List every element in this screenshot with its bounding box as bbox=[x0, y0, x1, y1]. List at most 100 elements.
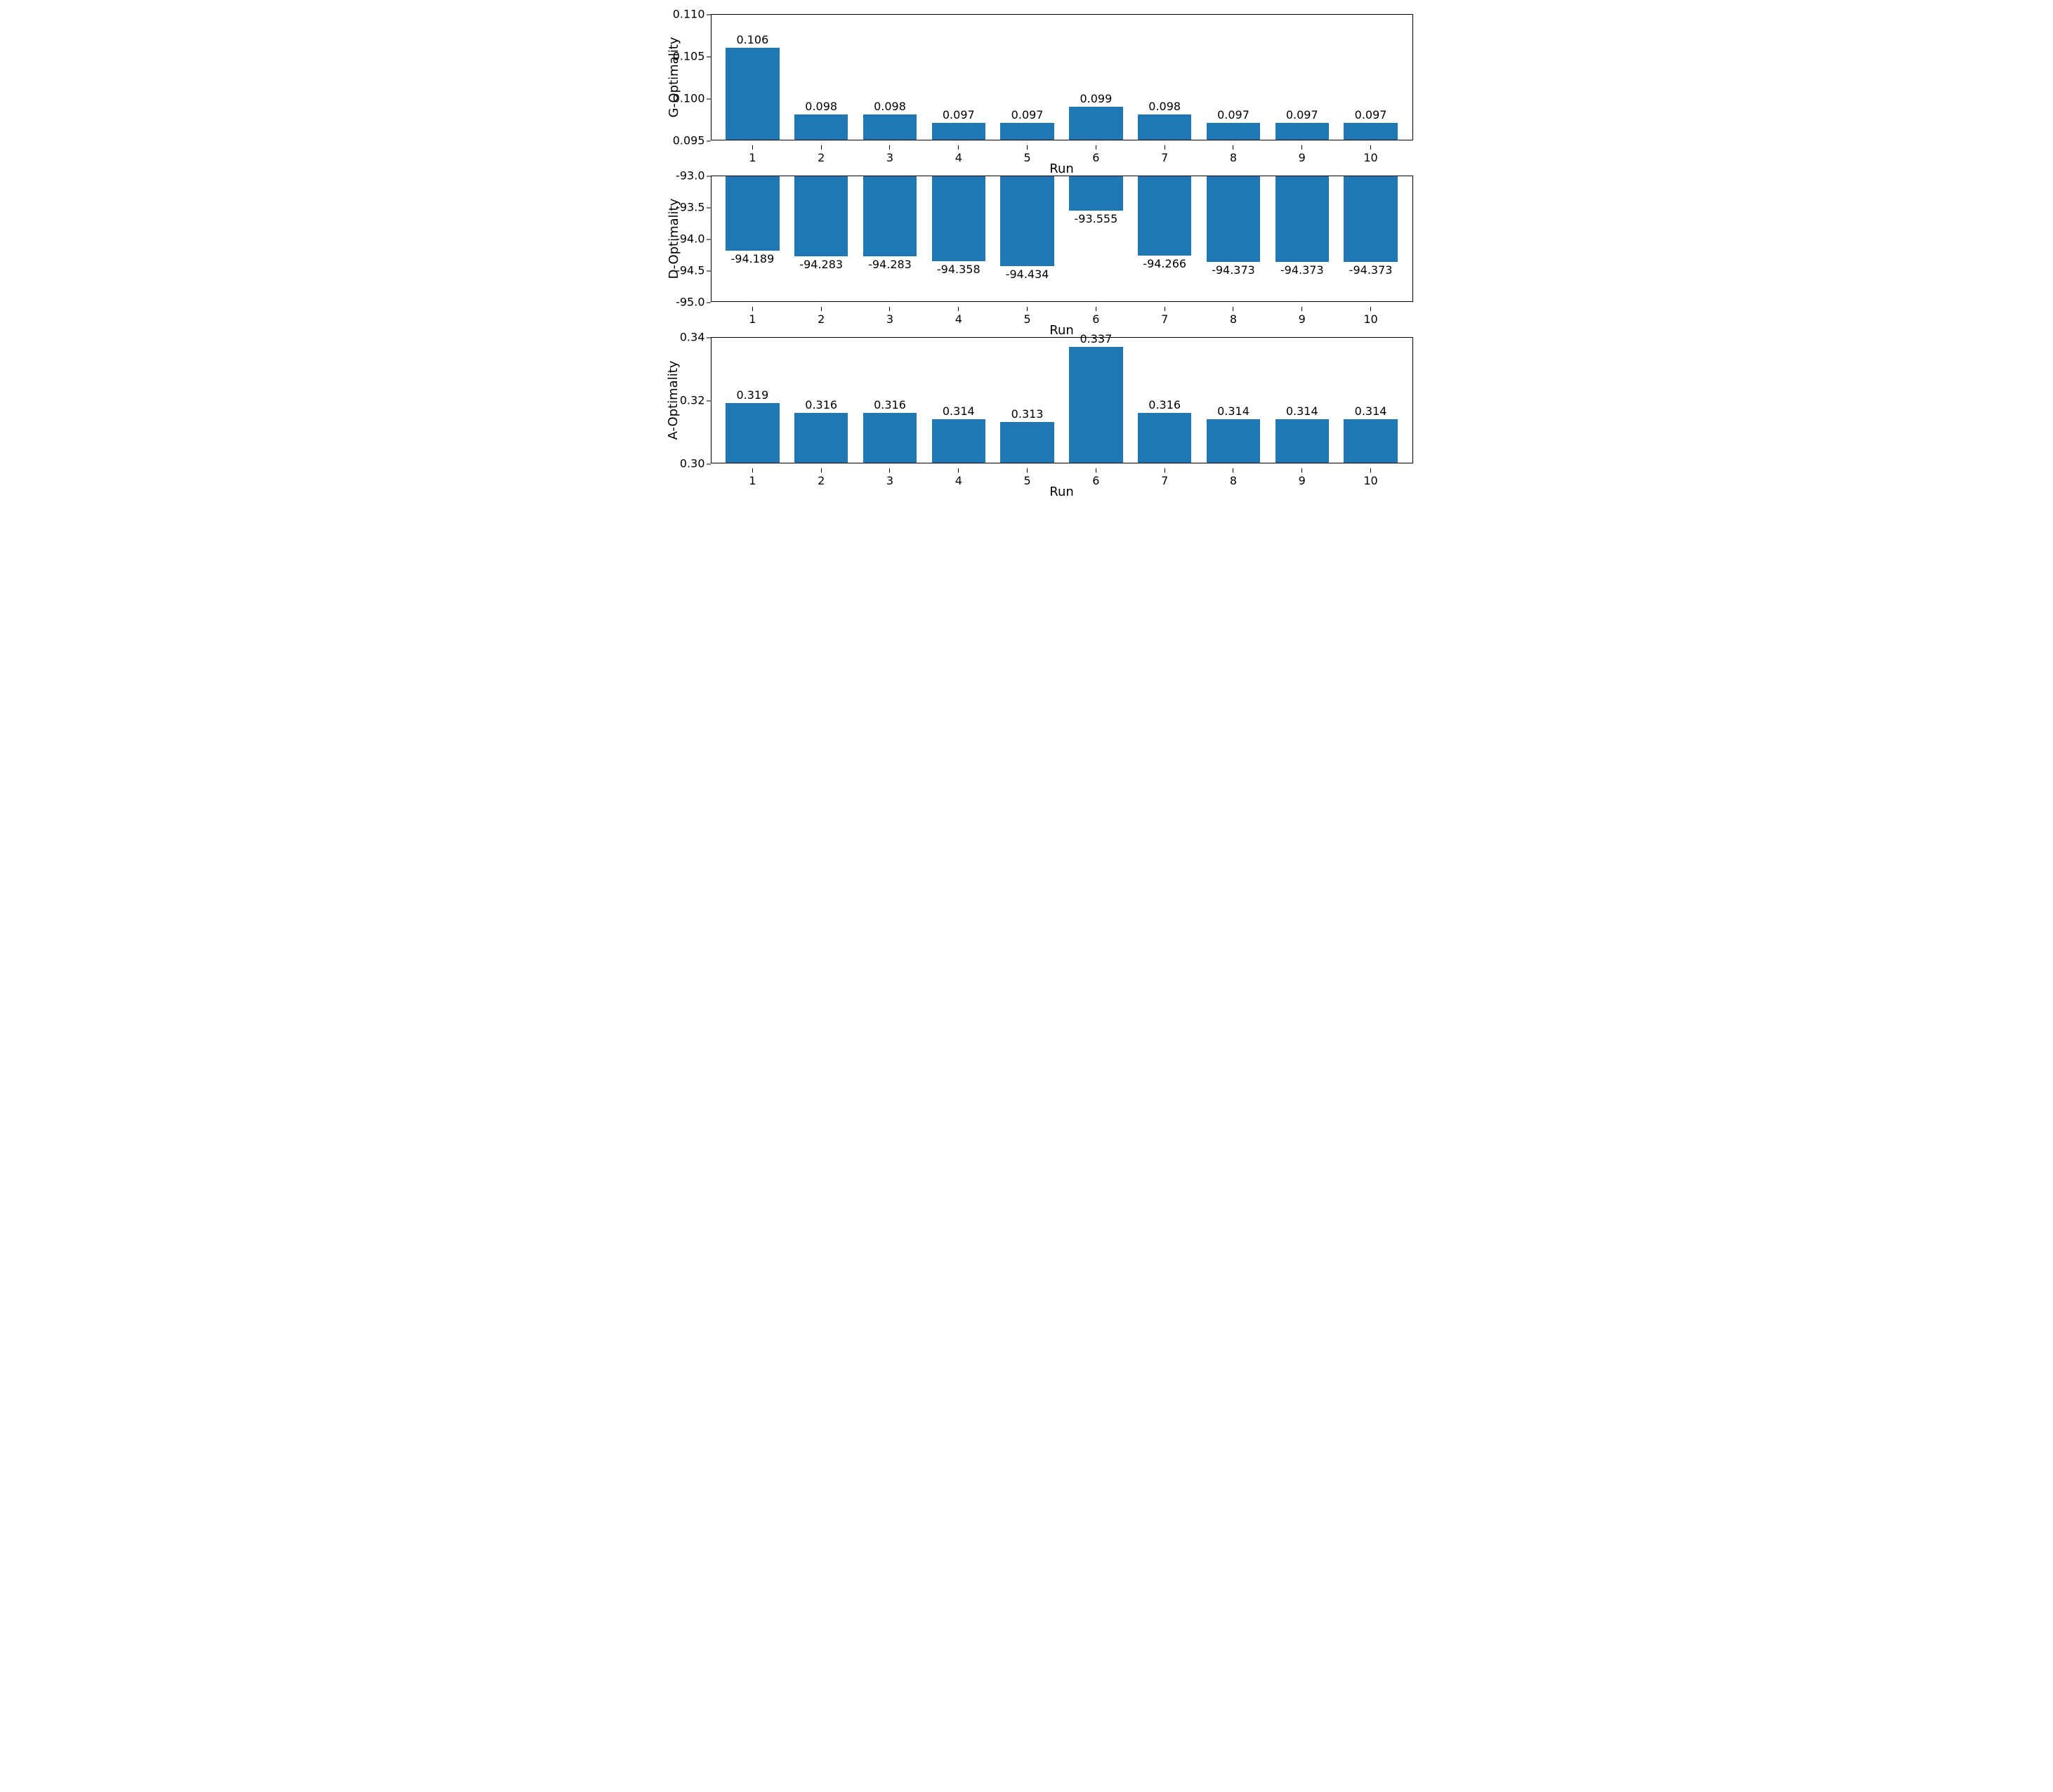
bar: 0.316 bbox=[863, 413, 917, 463]
x-tick-label: 9 bbox=[1299, 474, 1306, 487]
y-ticks: 0.0950.1000.1050.110 bbox=[663, 14, 705, 140]
bar-slot: 0.319 bbox=[719, 338, 787, 463]
bar-slot: 0.314 bbox=[1337, 338, 1405, 463]
bar-value-label: 0.314 bbox=[1286, 404, 1318, 418]
bar-value-label: 0.097 bbox=[1355, 108, 1387, 121]
bar: -94.373 bbox=[1207, 176, 1260, 262]
bar-value-label: -94.373 bbox=[1280, 263, 1324, 277]
bar-slot: 0.314 bbox=[924, 338, 993, 463]
x-tick-label: 8 bbox=[1230, 151, 1237, 164]
bar-value-label: 0.314 bbox=[1355, 404, 1387, 418]
x-tick-mark bbox=[889, 307, 890, 311]
bar-slot: 0.097 bbox=[993, 15, 1062, 140]
x-tick-label: 1 bbox=[749, 474, 756, 487]
subplot-0: G-Optimality0.0950.1000.1050.1100.1060.0… bbox=[641, 14, 1413, 140]
plot-area: 0.1060.0980.0980.0970.0970.0990.0980.097… bbox=[711, 14, 1413, 140]
y-tick-label: 0.32 bbox=[680, 394, 705, 407]
y-axis: A-Optimality0.300.320.34 bbox=[641, 337, 711, 463]
bar-value-label: -94.434 bbox=[1006, 268, 1049, 281]
y-tick-label: -93.5 bbox=[676, 201, 704, 214]
bar-value-label: 0.314 bbox=[943, 404, 975, 418]
bars-container: 0.3190.3160.3160.3140.3130.3370.3160.314… bbox=[711, 338, 1412, 463]
bar-value-label: -94.373 bbox=[1212, 263, 1255, 277]
bar: 0.316 bbox=[794, 413, 848, 463]
bar: 0.097 bbox=[1344, 123, 1397, 140]
bar-value-label: 0.316 bbox=[1148, 398, 1181, 411]
bar: 0.098 bbox=[863, 114, 917, 140]
bar: 0.316 bbox=[1138, 413, 1191, 463]
y-ticks: 0.300.320.34 bbox=[663, 337, 705, 463]
bar-slot: -94.358 bbox=[924, 176, 993, 301]
x-tick-label: 7 bbox=[1161, 151, 1168, 164]
bar-value-label: -94.189 bbox=[731, 252, 775, 265]
bar-value-label: 0.097 bbox=[1011, 108, 1044, 121]
bar-slot: 0.097 bbox=[1268, 15, 1337, 140]
bar-value-label: 0.097 bbox=[1286, 108, 1318, 121]
x-tick-mark bbox=[1370, 145, 1371, 150]
y-tick-label: -94.5 bbox=[676, 264, 704, 277]
bar: 0.099 bbox=[1069, 107, 1122, 140]
bar: 0.314 bbox=[1344, 419, 1397, 463]
y-tick: -94.0 bbox=[663, 232, 705, 246]
x-tick-label: 6 bbox=[1092, 151, 1099, 164]
y-tick: 0.095 bbox=[663, 134, 705, 147]
y-tick-label: 0.105 bbox=[673, 50, 705, 63]
bar-value-label: 0.106 bbox=[736, 33, 768, 46]
x-tick-label: 8 bbox=[1230, 474, 1237, 487]
bar-value-label: 0.098 bbox=[805, 100, 837, 113]
y-tick-label: -95.0 bbox=[676, 296, 704, 309]
y-tick-label: 0.30 bbox=[680, 457, 705, 470]
y-tick: -94.5 bbox=[663, 264, 705, 277]
bar-slot: -94.434 bbox=[993, 176, 1062, 301]
bar: -94.434 bbox=[1000, 176, 1054, 266]
x-tick-mark bbox=[821, 145, 822, 150]
bar-slot: -94.283 bbox=[855, 176, 924, 301]
bar: 0.337 bbox=[1069, 347, 1122, 463]
bar-slot: 0.316 bbox=[855, 338, 924, 463]
bar-slot: 0.314 bbox=[1199, 338, 1268, 463]
x-tick-label: 3 bbox=[886, 151, 893, 164]
bar-value-label: -94.266 bbox=[1143, 257, 1186, 270]
bar: 0.097 bbox=[1275, 123, 1329, 140]
y-tick-mark bbox=[707, 140, 711, 141]
x-tick-mark bbox=[821, 307, 822, 311]
bar: 0.313 bbox=[1000, 422, 1054, 463]
bar-slot: 0.316 bbox=[787, 338, 855, 463]
bar: 0.097 bbox=[1000, 123, 1054, 140]
figure: G-Optimality0.0950.1000.1050.1100.1060.0… bbox=[641, 14, 1413, 463]
x-tick-mark bbox=[1370, 307, 1371, 311]
x-tick-mark bbox=[958, 307, 959, 311]
x-tick-label: 7 bbox=[1161, 312, 1168, 326]
y-tick-label: 0.100 bbox=[673, 92, 705, 105]
bar: 0.314 bbox=[932, 419, 985, 463]
x-tick-mark bbox=[1027, 145, 1028, 150]
x-tick-label: 6 bbox=[1092, 312, 1099, 326]
bar-slot: -94.373 bbox=[1199, 176, 1268, 301]
bar-value-label: -94.358 bbox=[937, 263, 980, 276]
x-tick-mark bbox=[752, 468, 753, 473]
bar-value-label: 0.097 bbox=[943, 108, 975, 121]
bar-slot: 0.316 bbox=[1130, 338, 1199, 463]
x-tick-label: 9 bbox=[1299, 151, 1306, 164]
bar-value-label: -94.373 bbox=[1349, 263, 1393, 277]
y-tick: 0.30 bbox=[663, 457, 705, 470]
x-tick-mark bbox=[1027, 468, 1028, 473]
x-axis-label: Run bbox=[1049, 323, 1074, 338]
x-tick-label: 6 bbox=[1092, 474, 1099, 487]
bar-slot: -94.189 bbox=[719, 176, 787, 301]
bar-slot: 0.098 bbox=[855, 15, 924, 140]
bar: -93.555 bbox=[1069, 176, 1122, 211]
x-tick-mark bbox=[1027, 307, 1028, 311]
x-axis-label: Run bbox=[1049, 162, 1074, 176]
bar-slot: 0.337 bbox=[1061, 338, 1130, 463]
subplot-1: D-Optimality-95.0-94.5-94.0-93.5-93.0-94… bbox=[641, 176, 1413, 302]
y-tick: 0.32 bbox=[663, 394, 705, 407]
x-tick-label: 1 bbox=[749, 312, 756, 326]
y-tick: -95.0 bbox=[663, 296, 705, 309]
bar-slot: 0.314 bbox=[1268, 338, 1337, 463]
bar-value-label: -94.283 bbox=[868, 258, 912, 271]
x-tick-label: 3 bbox=[886, 474, 893, 487]
bar-slot: 0.099 bbox=[1061, 15, 1130, 140]
x-tick-mark bbox=[958, 145, 959, 150]
bar-slot: 0.097 bbox=[1199, 15, 1268, 140]
